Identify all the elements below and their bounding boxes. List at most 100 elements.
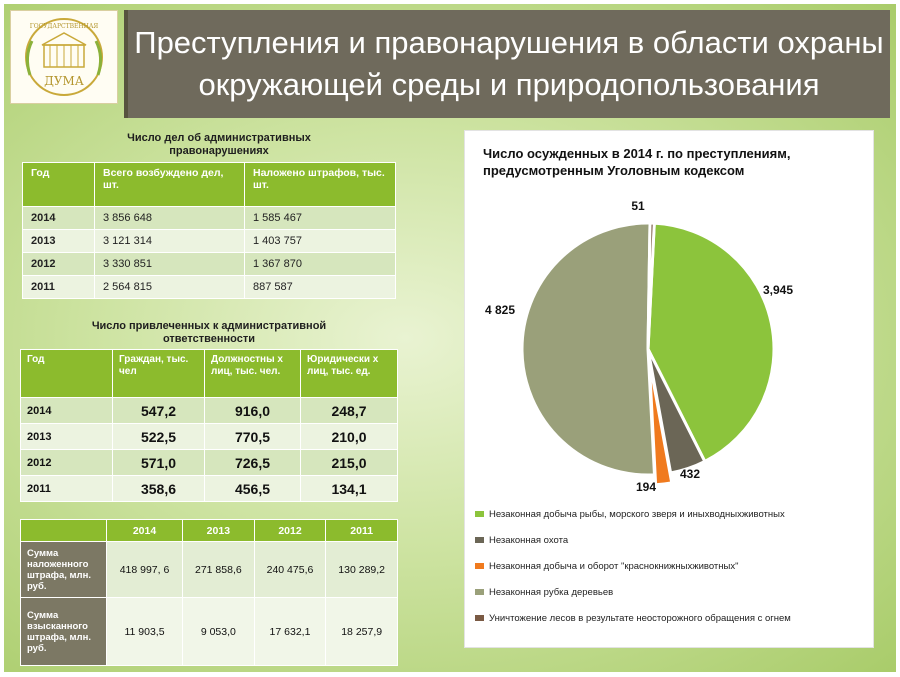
cell: 887 587 [244,275,396,299]
legend-label: Незаконная охота [489,534,569,546]
logo-text-bottom: ДУМА [44,74,84,88]
slice-data-label: 3,945 [763,283,793,297]
cell-year: 2012 [22,252,95,276]
column-header: Должностны х лиц, тыс. чел. [204,349,301,398]
row-header: Сумма взысканного штрафа, млн. руб. [20,597,107,666]
cell-year: 2012 [20,449,113,476]
cell: 9 053,0 [182,597,255,666]
table2-caption: Число привлеченных к административной от… [91,320,327,345]
column-header: 2014 [105,519,184,542]
cell: 3 856 648 [94,206,245,230]
cell: 17 632,1 [253,597,327,666]
title-line-2: окружающей среды и природопользования [198,67,820,102]
cell: 18 257,9 [325,597,398,666]
slide: ГОСУДАРСТВЕННАЯ ДУМА Преступления и прав… [4,4,896,672]
duma-logo: ГОСУДАРСТВЕННАЯ ДУМА [10,10,118,104]
column-header: Всего возбуждено дел, шт. [94,162,245,207]
legend-label: Незаконная рубка деревьев [489,586,614,598]
cell: 248,7 [300,397,398,424]
table-row: Сумма наложенного штрафа, млн. руб. 418 … [20,541,398,598]
pie-slice [646,221,776,464]
cell: 1 585 467 [244,206,396,230]
table-row: 2014 547,2 916,0 248,7 [20,397,398,424]
logo-text-top: ГОСУДАРСТВЕННАЯ [30,23,99,30]
row-header: Сумма наложенного штрафа, млн. руб. [20,541,107,598]
cell: 240 475,6 [253,541,327,598]
table-row: 2012 3 330 851 1 367 870 [22,252,396,276]
cell: 130 289,2 [325,541,398,598]
table-row: Сумма взысканного штрафа, млн. руб. 11 9… [20,597,398,666]
cell: 1 403 757 [244,229,396,253]
legend-swatch [475,589,484,595]
chart-legend: Незаконная добыча рыбы, морского зверя и… [475,501,870,631]
cell: 770,5 [204,423,301,450]
pie-slice [520,221,657,477]
liable-persons-table: Год Граждан, тыс. чел Должностны х лиц, … [20,349,398,502]
column-header-blank [20,519,107,542]
cell-year: 2013 [20,423,113,450]
legend-swatch [475,563,484,569]
cell-year: 2014 [20,397,113,424]
pie-chart-panel: Число осужденных в 2014 г. по преступлен… [464,130,874,648]
table-header-row: 2014 2013 2012 2011 [20,519,398,542]
table-header-row: Год Всего возбуждено дел, шт. Наложено ш… [22,162,396,207]
slice-data-label: 432 [680,467,700,481]
cell: 3 330 851 [94,252,245,276]
column-header: 2011 [325,519,398,542]
table-row: 2013 522,5 770,5 210,0 [20,423,398,450]
admin-cases-table: Год Всего возбуждено дел, шт. Наложено ш… [22,162,396,299]
cell: 134,1 [300,475,398,502]
cell-year: 2011 [20,475,113,502]
table-row: 2013 3 121 314 1 403 757 [22,229,396,253]
legend-label: Незаконная добыча рыбы, морского зверя и… [489,508,785,520]
cell: 271 858,6 [182,541,255,598]
legend-label: Уничтожение лесов в результате неосторож… [489,612,791,624]
cell: 11 903,5 [105,597,184,666]
duma-emblem-icon: ГОСУДАРСТВЕННАЯ ДУМА [25,18,103,96]
table-row: 2012 571,0 726,5 215,0 [20,449,398,476]
cell: 418 997, 6 [105,541,184,598]
column-header: Граждан, тыс. чел [112,349,205,398]
table1-caption: Число дел об административных правонаруш… [127,132,311,157]
legend-item: Незаконная добыча и оборот "краснокнижны… [475,553,870,579]
table-row: 2014 3 856 648 1 585 467 [22,206,396,230]
table-header-row: Год Граждан, тыс. чел Должностны х лиц, … [20,349,398,398]
cell: 358,6 [112,475,205,502]
column-header: Год [22,162,95,207]
legend-swatch [475,615,484,621]
cell-year: 2011 [22,275,95,299]
column-header: Наложено штрафов, тыс. шт. [244,162,396,207]
cell: 1 367 870 [244,252,396,276]
cell: 2 564 815 [94,275,245,299]
chart-title: Число осужденных в 2014 г. по преступлен… [483,146,791,178]
legend-swatch [475,511,484,517]
cell: 3 121 314 [94,229,245,253]
table-row: 2011 358,6 456,5 134,1 [20,475,398,502]
cell: 522,5 [112,423,205,450]
cell-year: 2013 [22,229,95,253]
column-header: 2013 [182,519,255,542]
table-row: 2011 2 564 815 887 587 [22,275,396,299]
cell: 571,0 [112,449,205,476]
legend-item: Незаконная рубка деревьев [475,579,870,605]
cell: 456,5 [204,475,301,502]
slice-data-label: 4 825 [485,303,515,317]
cell: 547,2 [112,397,205,424]
slice-data-label: 51 [631,199,645,213]
page-title: Преступления и правонарушения в области … [124,10,890,118]
cell: 215,0 [300,449,398,476]
cell: 916,0 [204,397,301,424]
slice-data-label: 194 [636,480,656,494]
pie-slice [646,221,656,350]
cell: 210,0 [300,423,398,450]
legend-item: Незаконная охота [475,527,870,553]
column-header: Юридически х лиц, тыс. ед. [300,349,398,398]
fines-table: 2014 2013 2012 2011 Сумма наложенного шт… [20,519,398,666]
title-line-1: Преступления и правонарушения в области … [134,25,884,60]
legend-swatch [475,537,484,543]
column-header: 2012 [253,519,327,542]
legend-label: Незаконная добыча и оборот "краснокнижны… [489,560,739,572]
pie-chart: 3,945 432 194 4 825 51 [485,199,793,494]
legend-item: Уничтожение лесов в результате неосторож… [475,605,870,631]
cell: 726,5 [204,449,301,476]
